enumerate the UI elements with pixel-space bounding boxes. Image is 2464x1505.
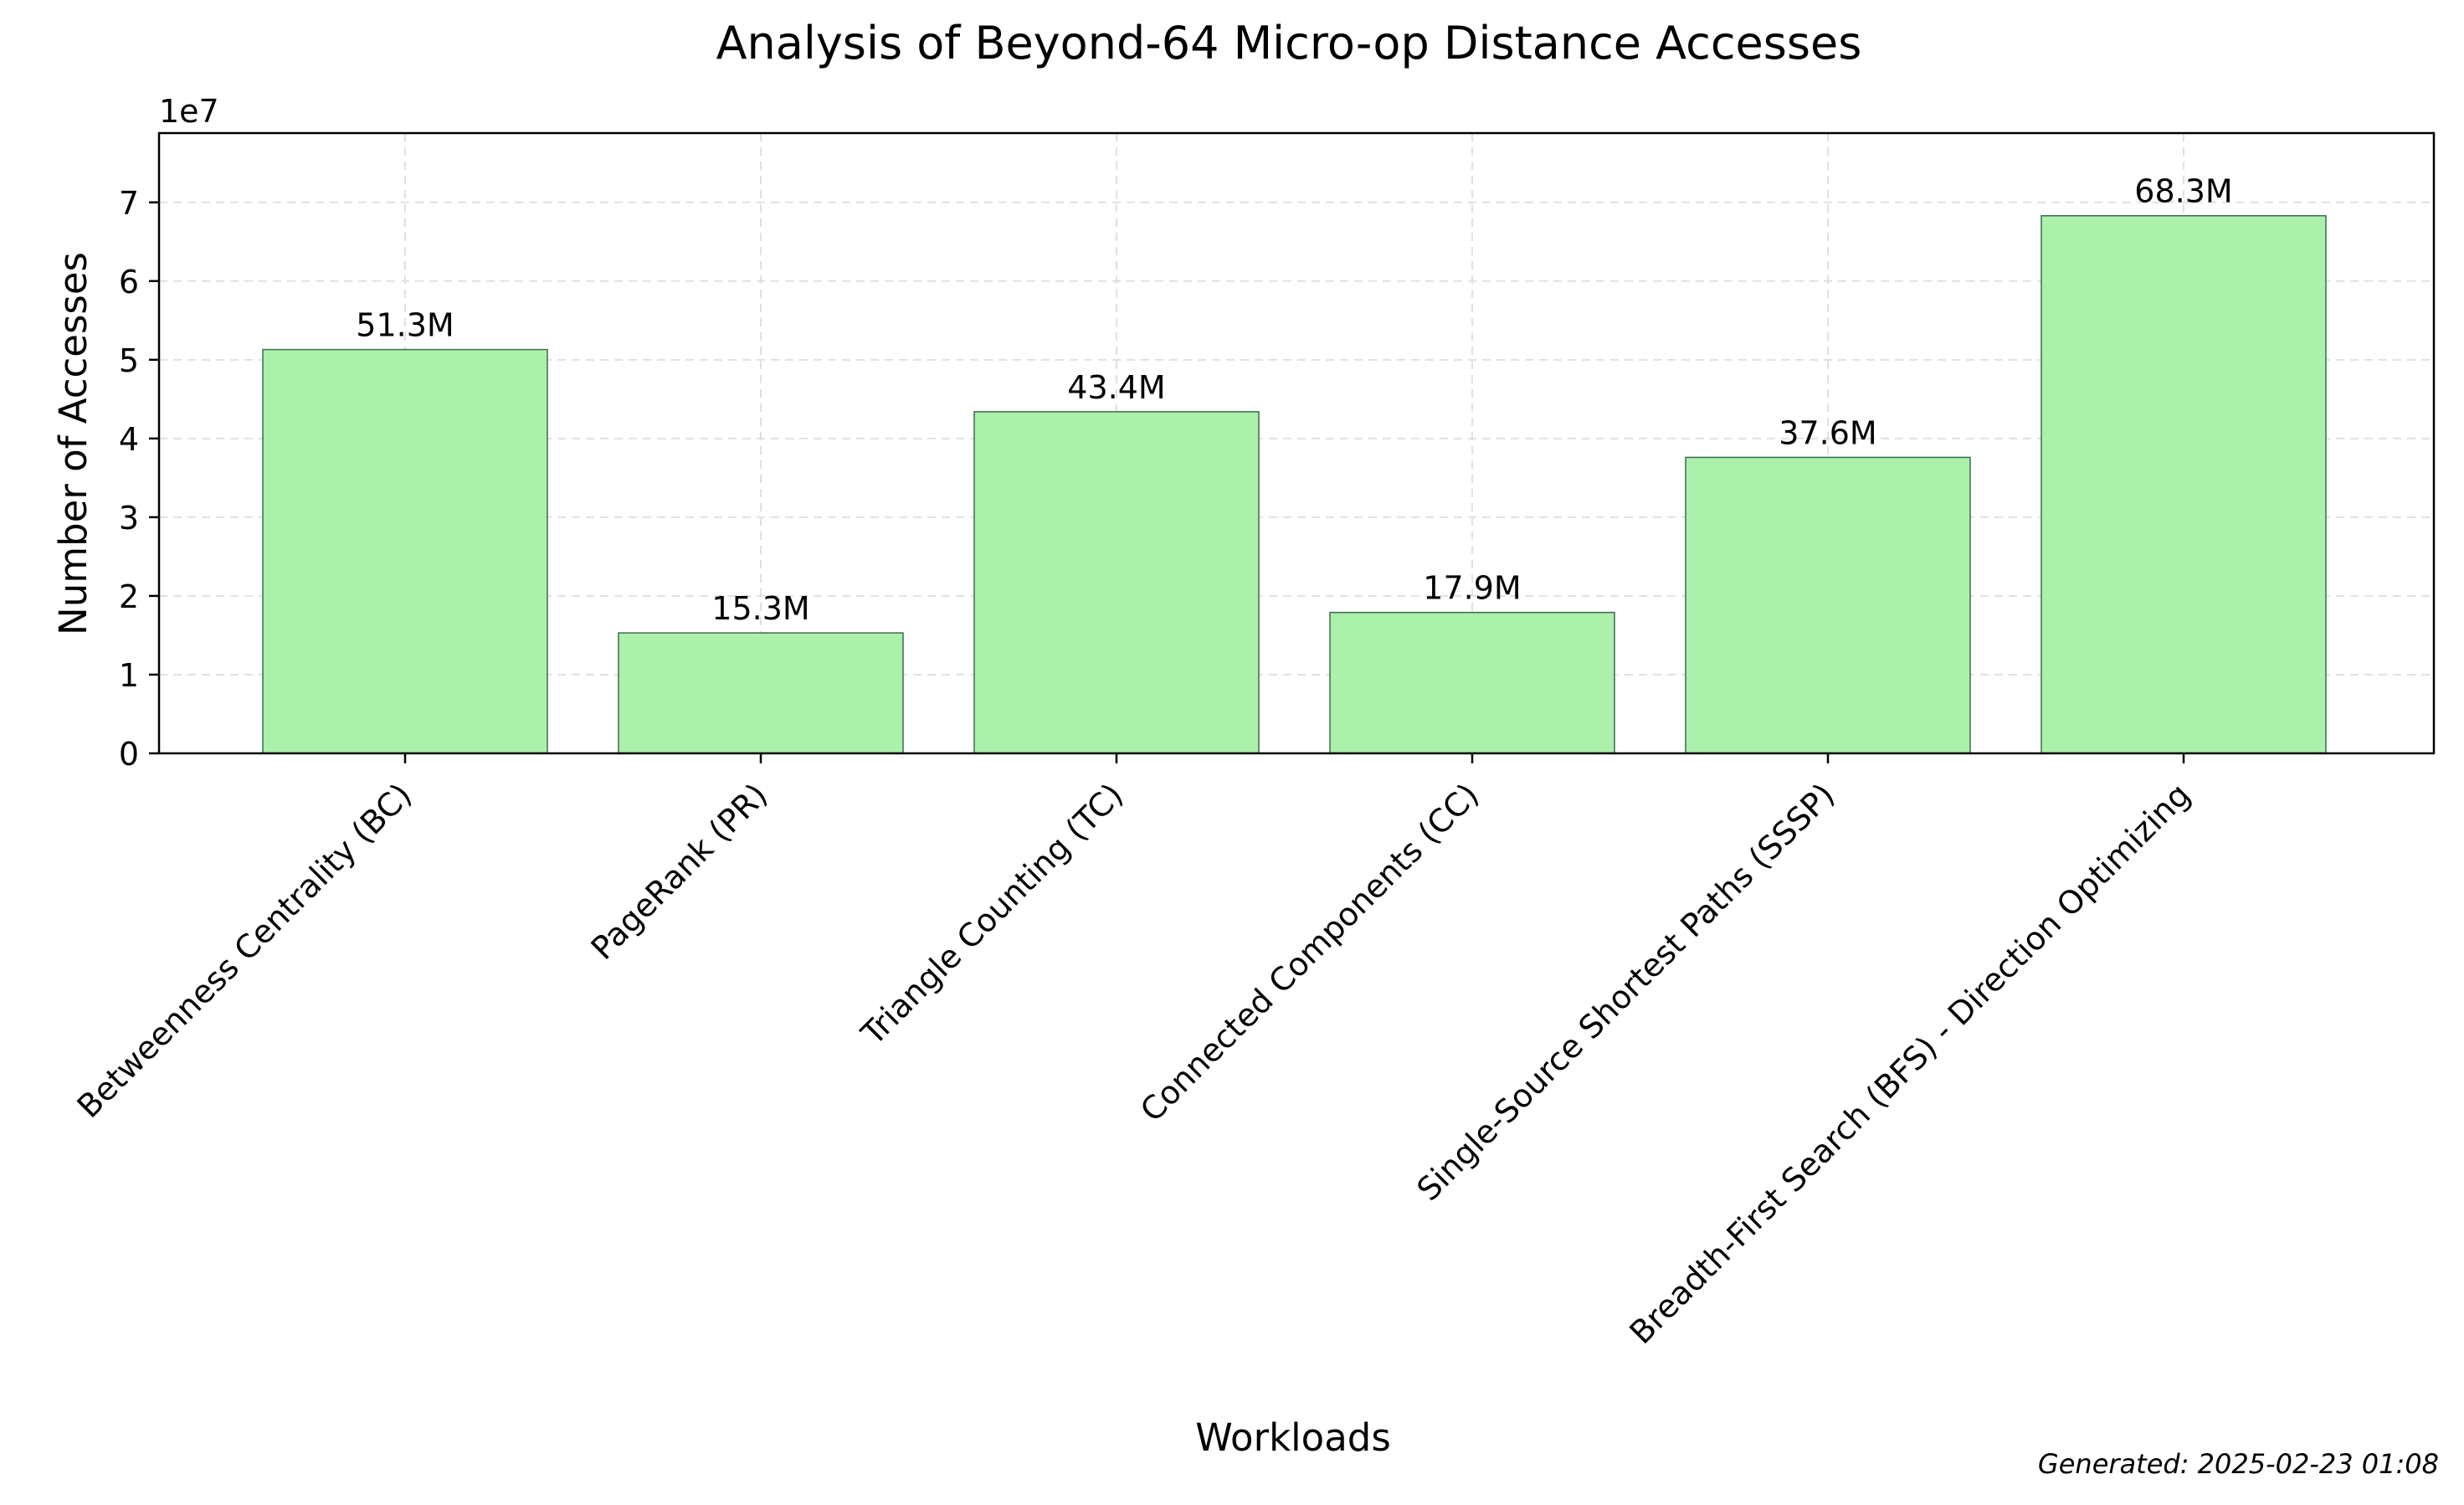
x-tick-label: Connected Components (CC) — [1133, 776, 1486, 1128]
bar — [973, 411, 1260, 754]
generated-timestamp: Generated: 2025-02-23 01:08 — [2038, 1448, 2439, 1480]
bar-value-label: 68.3M — [2134, 173, 2232, 210]
x-axis-label: Workloads — [1195, 1415, 1391, 1460]
plot-frame — [157, 131, 2436, 755]
y-tick-label: 2 — [119, 578, 139, 615]
x-tick-label: Betweenness Centrality (BC) — [70, 776, 419, 1125]
x-tick-label: PageRank (PR) — [584, 776, 775, 967]
bar — [1329, 611, 1615, 754]
bar — [2041, 214, 2327, 754]
y-tick-label: 1 — [119, 657, 139, 694]
bar — [262, 348, 548, 754]
bar-value-label: 15.3M — [711, 590, 809, 627]
y-tick-label: 4 — [119, 421, 139, 458]
bars: 51.3M 15.3M 43.4M 17.9M 37.6M 68.3M — [262, 173, 2327, 754]
y-axis-label: Number of Accesses — [51, 252, 95, 635]
bar-value-label: 43.4M — [1067, 369, 1165, 406]
bar — [618, 632, 904, 754]
x-tick-label: Breadth-First Search (BFS) - Direction O… — [1622, 776, 2197, 1351]
x-axis: Betweenness Centrality (BC) PageRank (PR)… — [70, 753, 2197, 1351]
bar-value-label: 17.9M — [1423, 570, 1521, 607]
y-tick-label: 3 — [119, 500, 139, 537]
bar-value-label: 51.3M — [356, 307, 454, 344]
x-tick-label: Triangle Counting (TC) — [854, 776, 1130, 1052]
y-offset-label: 1e7 — [159, 93, 219, 130]
y-tick-label: 5 — [119, 342, 139, 379]
bar — [1685, 456, 1971, 754]
x-tick-label: Single-Source Shortest Paths (SSSP) — [1409, 776, 1841, 1208]
y-tick-label: 6 — [119, 264, 139, 300]
y-tick-label: 7 — [119, 185, 139, 222]
bar-value-label: 37.6M — [1779, 414, 1876, 451]
y-tick-label: 0 — [119, 736, 139, 773]
chart-title: Analysis of Beyond-64 Micro-op Distance … — [716, 17, 1862, 69]
y-axis: 0 1 2 3 4 5 6 7 — [119, 185, 159, 773]
